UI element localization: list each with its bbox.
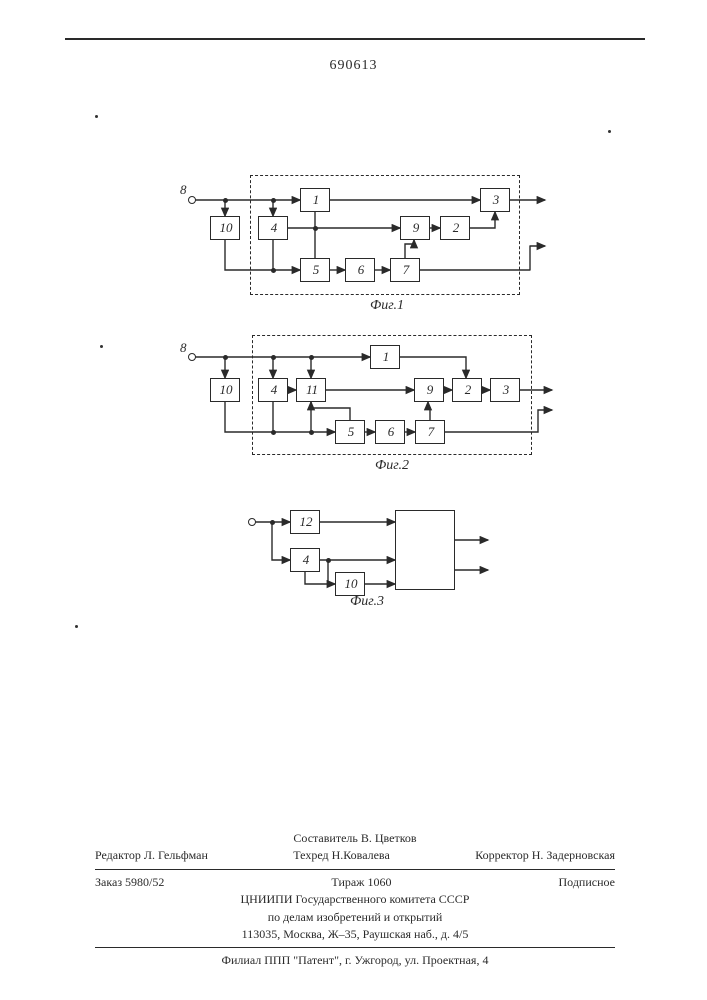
- org-line-2: по делам изобретений и открытий: [95, 909, 615, 926]
- page: 690613: [0, 0, 707, 1000]
- credits-line: Редактор Л. Гельфман Техред Н.Ковалева К…: [95, 847, 615, 864]
- org-line-1: ЦНИИПИ Государственного комитета СССР: [95, 891, 615, 908]
- fig3-block-12: 12: [290, 510, 320, 534]
- compiler-line: Составитель В. Цветков: [95, 830, 615, 847]
- footer-rule-2: [95, 947, 615, 948]
- footer: Составитель В. Цветков Редактор Л. Гельф…: [95, 830, 615, 970]
- fig3-input-terminal: [248, 518, 256, 526]
- fig3-block-4: 4: [290, 548, 320, 572]
- address-line: 113035, Москва, Ж–35, Раушская наб., д. …: [95, 926, 615, 943]
- node: [270, 520, 275, 525]
- fig3-big-box: [395, 510, 455, 590]
- corrector: Корректор Н. Задерновская: [475, 847, 615, 864]
- fig3-label: Фиг.3: [350, 594, 384, 610]
- fig3-block-10: 10: [335, 572, 365, 596]
- editor: Редактор Л. Гельфман: [95, 847, 208, 864]
- pub-line: Заказ 5980/52 Тираж 1060 Подписное: [95, 874, 615, 891]
- node: [326, 558, 331, 563]
- tirazh: Тираж 1060: [331, 874, 391, 891]
- tech-editor: Техред Н.Ковалева: [293, 847, 390, 864]
- podpisnoe: Подписное: [559, 874, 616, 891]
- filial-line: Филиал ППП "Патент", г. Ужгород, ул. Про…: [95, 952, 615, 969]
- footer-rule: [95, 869, 615, 870]
- order-no: Заказ 5980/52: [95, 874, 164, 891]
